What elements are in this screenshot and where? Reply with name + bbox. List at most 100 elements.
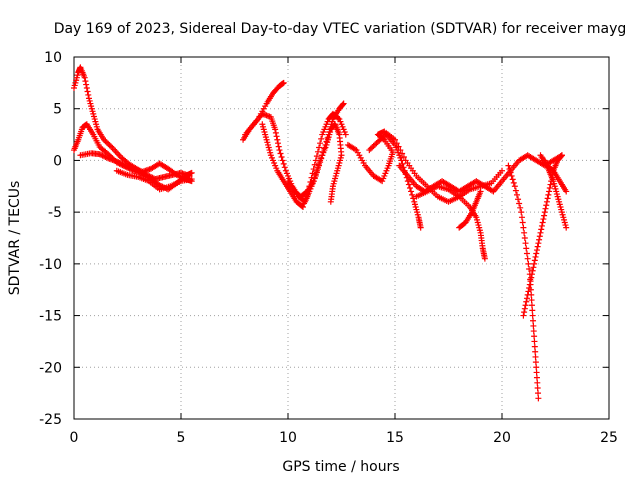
data-point — [524, 291, 531, 298]
data-point — [83, 85, 90, 92]
data-point — [523, 245, 530, 252]
y-tick-label: -25 — [39, 412, 62, 428]
data-point — [369, 144, 376, 151]
data-point — [272, 129, 279, 136]
data-point — [280, 79, 287, 86]
data-point — [530, 322, 537, 329]
data-point — [528, 302, 535, 309]
data-point — [103, 139, 110, 146]
data-point — [314, 148, 321, 155]
data-point — [521, 235, 528, 241]
data-point — [539, 219, 546, 226]
data-point — [536, 233, 543, 240]
data-point — [276, 147, 283, 154]
x-tick-label: 25 — [600, 430, 618, 446]
data-point — [316, 160, 323, 167]
data-point — [509, 176, 516, 183]
data-point — [521, 309, 528, 316]
data-point — [408, 188, 415, 195]
data-point — [316, 144, 323, 151]
data-point — [544, 195, 551, 202]
data-point — [533, 364, 540, 371]
data-point — [188, 176, 195, 183]
data-point — [280, 160, 287, 167]
data-point — [512, 187, 519, 194]
data-point — [525, 260, 532, 267]
series-arc-g — [259, 110, 349, 210]
data-point — [531, 257, 538, 264]
data-point — [526, 281, 533, 288]
series-arc-o — [520, 152, 565, 319]
data-point — [536, 236, 543, 243]
data-point — [547, 181, 554, 188]
chart-title: Day 169 of 2023, Sidereal Day-to-day VTE… — [54, 21, 627, 37]
data-point — [529, 267, 536, 274]
data-point — [302, 197, 309, 204]
data-point — [532, 253, 539, 260]
data-point — [540, 216, 547, 223]
data-point — [370, 142, 377, 149]
data-point — [538, 226, 545, 233]
x-tick-label: 5 — [177, 430, 186, 446]
data-point — [405, 181, 412, 188]
y-tick-label: 10 — [44, 50, 62, 66]
data-point — [518, 209, 525, 216]
data-point — [275, 140, 282, 147]
plot-frame — [73, 56, 610, 420]
data-point — [272, 126, 279, 133]
data-point — [531, 338, 538, 345]
data-point — [528, 297, 535, 304]
data-point — [558, 152, 565, 159]
data-point — [534, 379, 541, 386]
data-point — [372, 141, 379, 148]
y-tick-label: 5 — [53, 102, 62, 118]
data-point — [535, 395, 542, 402]
data-point — [499, 167, 505, 174]
data-point — [409, 191, 416, 198]
data-point — [340, 100, 347, 107]
data-point — [105, 140, 112, 147]
data-point — [317, 140, 324, 147]
data-point — [522, 240, 529, 247]
data-point — [507, 169, 514, 176]
data-point — [522, 302, 529, 309]
data-point — [515, 196, 522, 203]
data-point — [521, 229, 528, 236]
data-point — [410, 195, 417, 202]
data-point — [532, 353, 539, 360]
data-point — [526, 284, 533, 291]
data-point — [506, 166, 513, 173]
data-point — [339, 101, 346, 108]
series-arc-c — [77, 150, 195, 185]
data-point — [106, 142, 113, 149]
series-arc-n — [505, 162, 542, 402]
data-point — [523, 298, 530, 305]
data-point — [82, 78, 89, 85]
data-point — [531, 333, 538, 340]
data-point — [534, 384, 541, 391]
data-point — [275, 143, 282, 150]
data-point — [518, 214, 525, 221]
data-point — [477, 188, 484, 195]
data-point — [398, 157, 405, 164]
data-point — [508, 172, 515, 179]
data-point — [517, 204, 524, 211]
data-point — [543, 202, 550, 209]
data-point — [533, 374, 540, 381]
data-point — [311, 161, 318, 168]
data-point — [532, 359, 539, 366]
data-point — [281, 164, 288, 171]
data-point — [188, 169, 195, 176]
data-point — [279, 157, 286, 164]
data-point — [537, 229, 544, 236]
data-point — [417, 224, 424, 231]
grid-lines — [74, 57, 609, 419]
axis-ticks: 0 5 10 15 20 25 10 5 0 -5 -10 -15 -20 -25 — [39, 50, 618, 446]
data-point — [530, 264, 537, 271]
data-point — [516, 200, 523, 207]
data-point — [511, 183, 518, 190]
data-point — [310, 178, 317, 185]
series-arc-p — [541, 157, 570, 231]
data-point — [530, 328, 537, 335]
